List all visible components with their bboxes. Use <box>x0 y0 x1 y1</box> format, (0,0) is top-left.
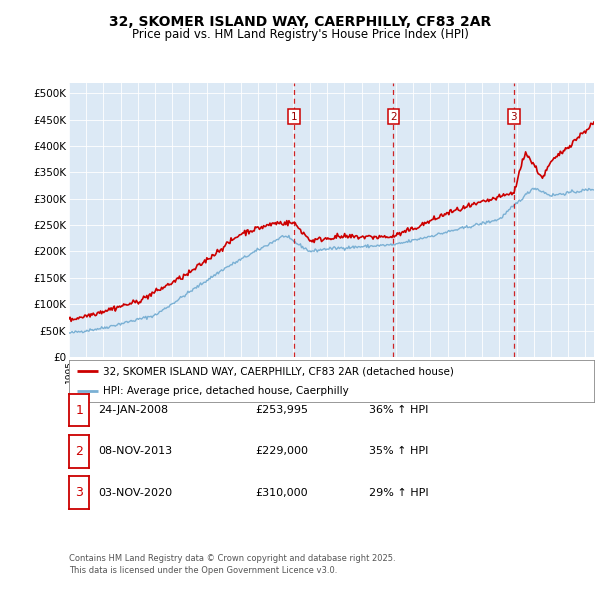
Text: 03-NOV-2020: 03-NOV-2020 <box>98 488 172 497</box>
Text: 35% ↑ HPI: 35% ↑ HPI <box>369 447 428 456</box>
Text: 1: 1 <box>75 404 83 417</box>
Text: £253,995: £253,995 <box>255 405 308 415</box>
Text: 32, SKOMER ISLAND WAY, CAERPHILLY, CF83 2AR (detached house): 32, SKOMER ISLAND WAY, CAERPHILLY, CF83 … <box>103 366 454 376</box>
Text: 24-JAN-2008: 24-JAN-2008 <box>98 405 168 415</box>
Text: £229,000: £229,000 <box>255 447 308 456</box>
Text: 2: 2 <box>75 445 83 458</box>
Text: 32, SKOMER ISLAND WAY, CAERPHILLY, CF83 2AR: 32, SKOMER ISLAND WAY, CAERPHILLY, CF83 … <box>109 15 491 29</box>
Text: 3: 3 <box>75 486 83 499</box>
Text: 08-NOV-2013: 08-NOV-2013 <box>98 447 172 456</box>
Text: 29% ↑ HPI: 29% ↑ HPI <box>369 488 428 497</box>
Text: HPI: Average price, detached house, Caerphilly: HPI: Average price, detached house, Caer… <box>103 386 349 396</box>
Text: Contains HM Land Registry data © Crown copyright and database right 2025.
This d: Contains HM Land Registry data © Crown c… <box>69 555 395 575</box>
Text: Price paid vs. HM Land Registry's House Price Index (HPI): Price paid vs. HM Land Registry's House … <box>131 28 469 41</box>
Text: 36% ↑ HPI: 36% ↑ HPI <box>369 405 428 415</box>
Text: 3: 3 <box>511 112 517 122</box>
Text: £310,000: £310,000 <box>255 488 308 497</box>
Text: 1: 1 <box>290 112 297 122</box>
Text: 2: 2 <box>390 112 397 122</box>
